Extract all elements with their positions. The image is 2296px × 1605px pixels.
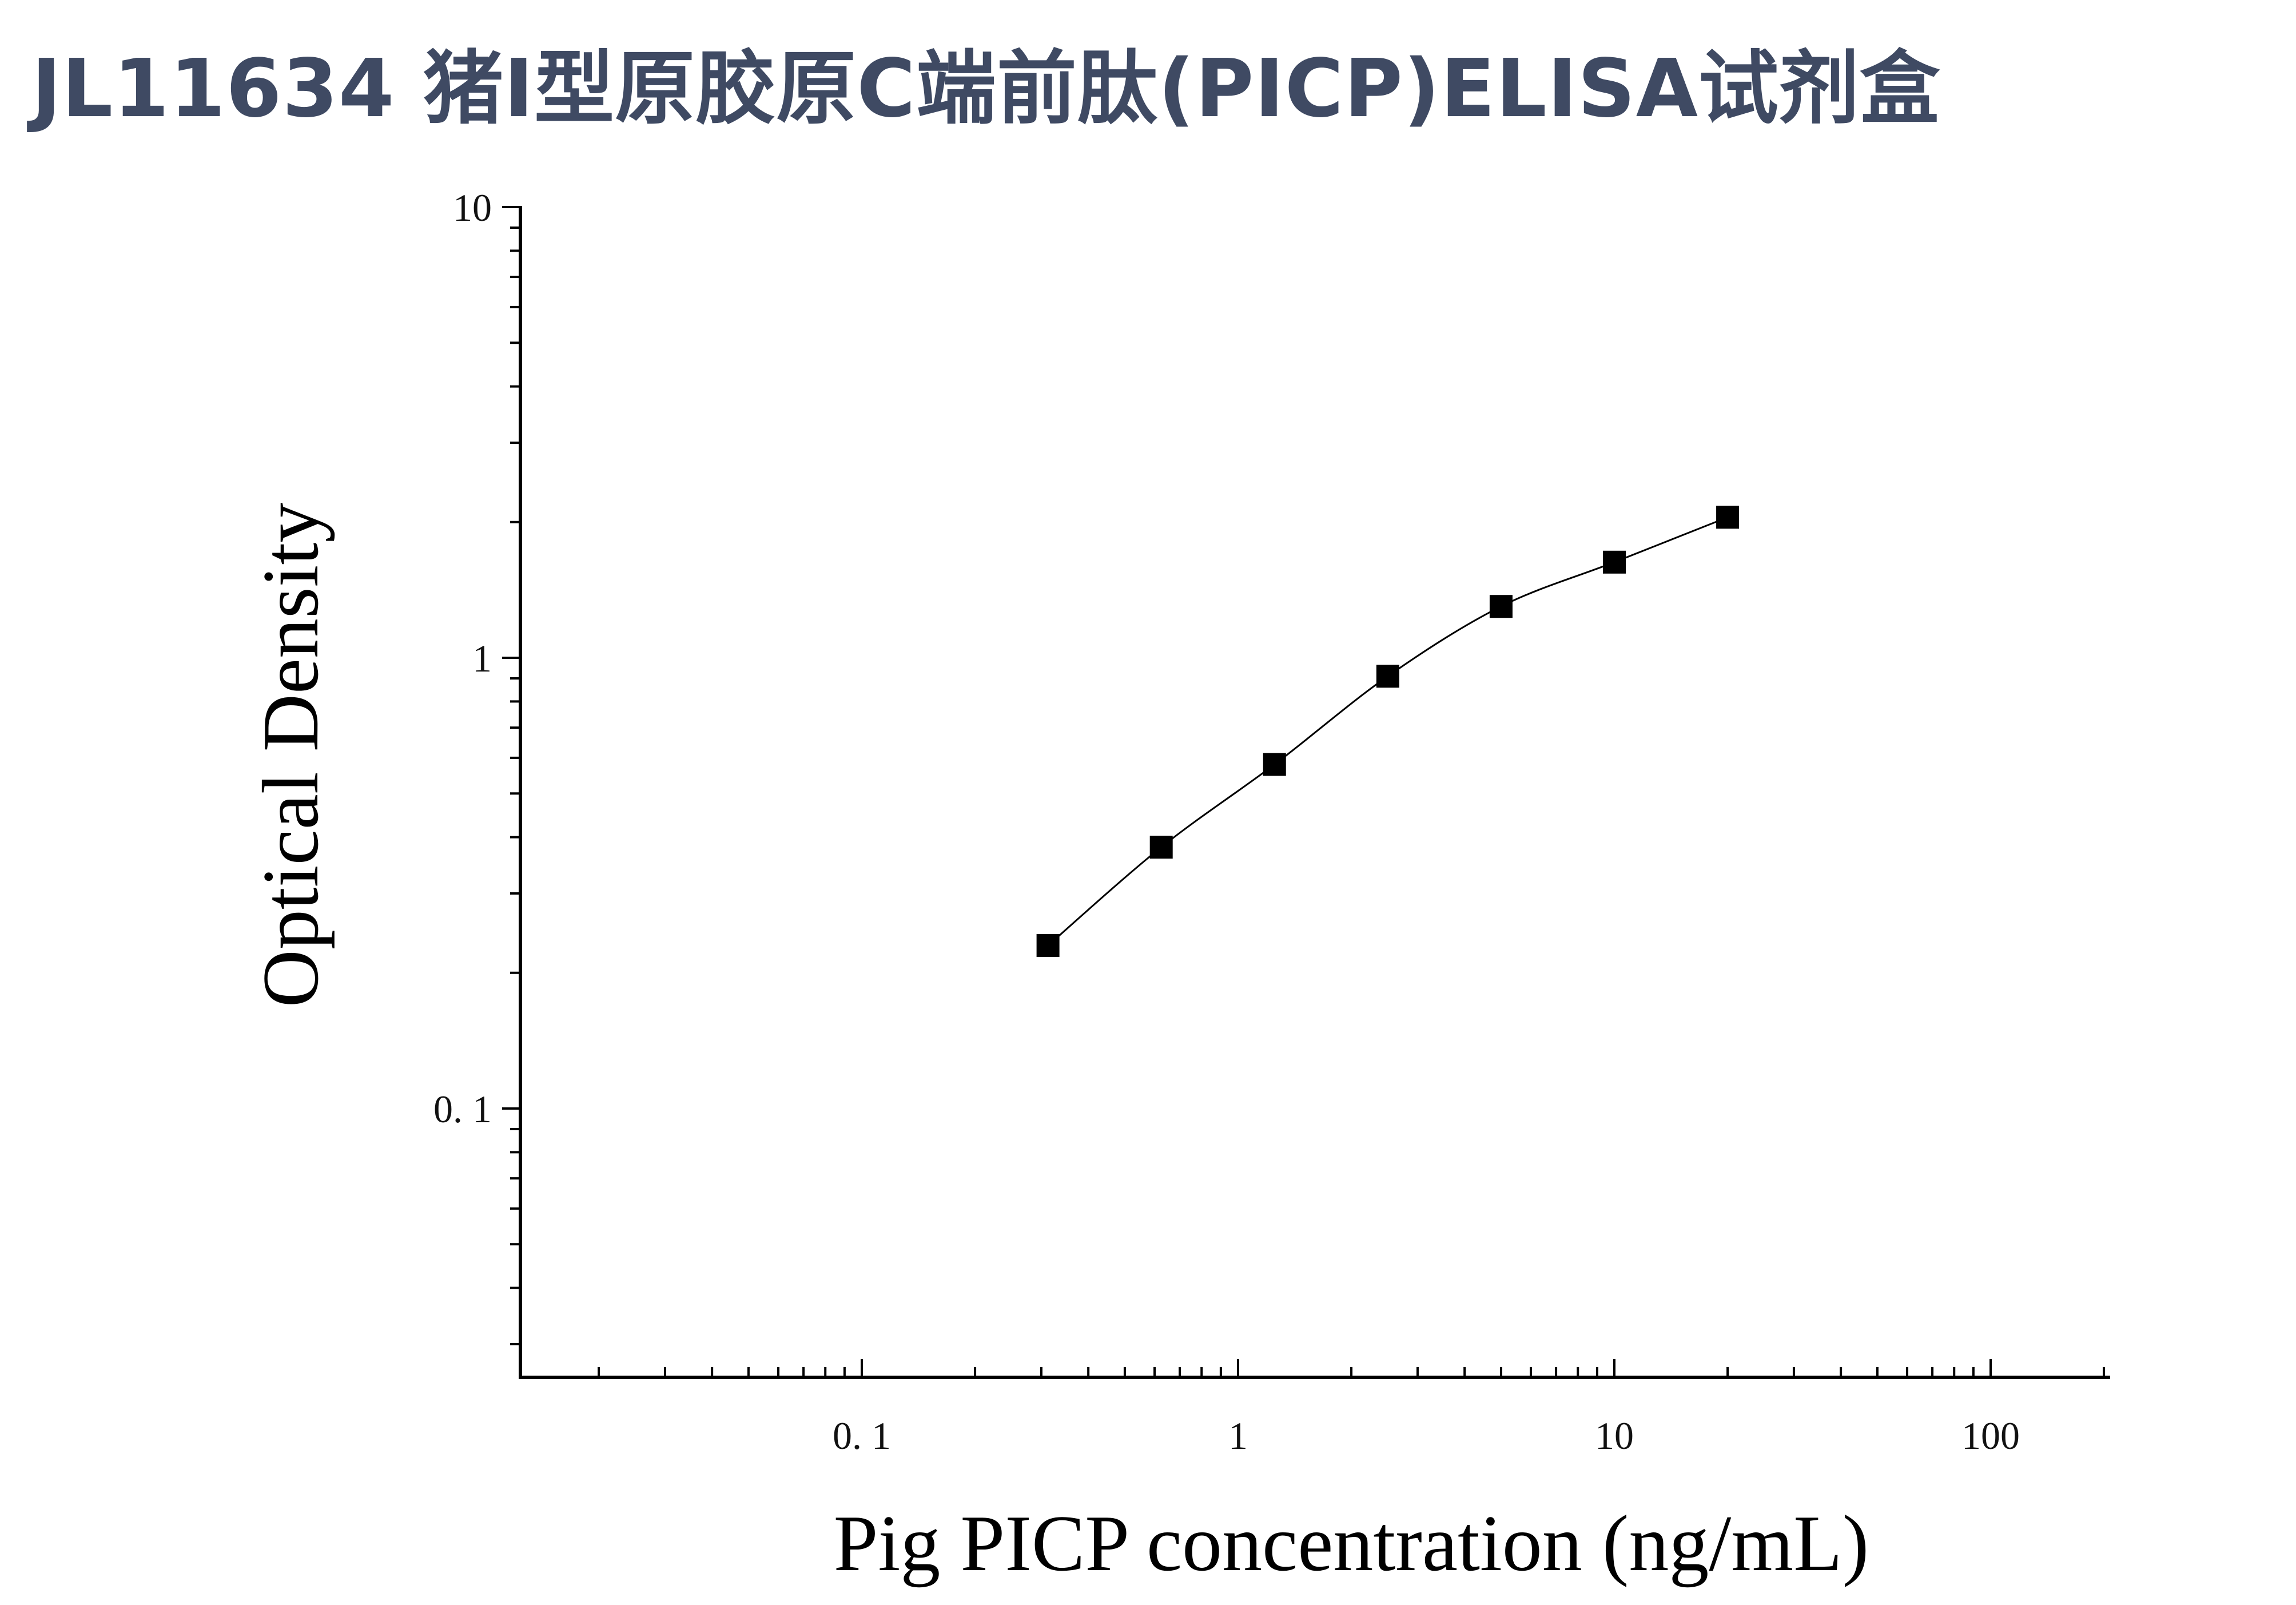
data-point <box>1489 595 1513 618</box>
data-point <box>1716 506 1740 529</box>
x-tick-label: 1 <box>1228 1414 1248 1457</box>
fit-curve <box>1047 516 1728 947</box>
fit-curve-line <box>1047 516 1728 947</box>
x-tick-label: 100 <box>1961 1414 2020 1457</box>
y-axis-ticks: 0. 1 1 10 <box>433 186 520 1346</box>
y-axis-label: Optical Density <box>246 503 335 1008</box>
y-tick-label: 1 <box>472 637 492 680</box>
data-point <box>1263 753 1286 776</box>
data-point <box>1149 836 1173 859</box>
y-tick-label: 0. 1 <box>433 1087 492 1131</box>
x-axis-ticks: 0. 1 1 10 100 <box>598 1359 2106 1457</box>
data-points <box>1036 506 1740 957</box>
x-tick-label: 0. 1 <box>833 1414 891 1457</box>
data-point <box>1376 665 1399 688</box>
axes <box>519 206 2110 1379</box>
x-axis-label: Pig PICP concentration (ng/mL) <box>834 1499 1869 1588</box>
data-point <box>1603 550 1626 574</box>
data-point <box>1036 933 1060 957</box>
y-tick-label: 10 <box>453 186 492 229</box>
page-title: JL11634 猪I型原胶原C端前肽(PICP)ELISA试剂盒 <box>31 42 1941 136</box>
x-tick-label: 10 <box>1595 1414 1634 1457</box>
